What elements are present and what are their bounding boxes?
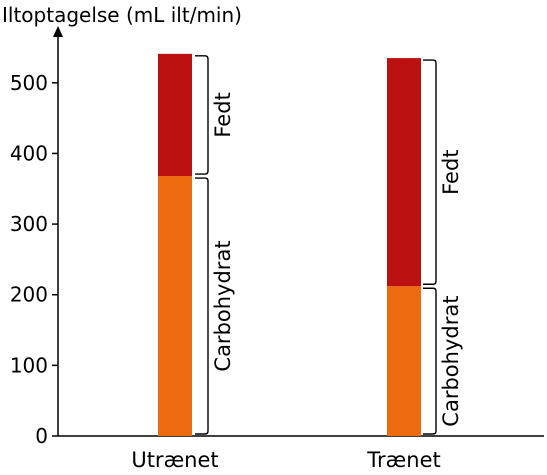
- y-tick-label: 100: [10, 353, 48, 377]
- segment-label-fedt: Fedt: [439, 149, 463, 194]
- brace-fedt: [423, 59, 437, 285]
- segment-braces: Carbohydrat Fedt Carbohydrat Fedt: [195, 55, 463, 435]
- brace-fedt: [195, 55, 209, 175]
- y-tick-label: 400: [10, 141, 48, 165]
- axes: [53, 26, 544, 437]
- bar-fedt: [158, 53, 192, 177]
- y-tick-label: 0: [35, 424, 48, 448]
- y-tick-label: 500: [10, 71, 48, 95]
- brace-carbohydrat: [423, 287, 437, 435]
- bars: [158, 53, 421, 436]
- y-axis-label: Iltoptagelse (mL ilt/min): [2, 3, 242, 27]
- y-tick-label: 300: [10, 212, 48, 236]
- brace-carbohydrat: [195, 177, 209, 435]
- segment-label-carbohydrat: Carbohydrat: [211, 240, 235, 371]
- y-axis-arrow: [53, 26, 63, 37]
- bar-carbohydrat: [158, 176, 192, 436]
- segment-label-carbohydrat: Carbohydrat: [439, 296, 463, 427]
- x-ticks: Utrænet Trænet: [131, 448, 440, 472]
- x-tick-label: Trænet: [366, 448, 440, 472]
- x-tick-label: Utrænet: [131, 448, 218, 472]
- bar-carbohydrat: [387, 286, 421, 436]
- segment-label-fedt: Fedt: [211, 92, 235, 137]
- bar-fedt: [387, 58, 421, 287]
- y-ticks: 0 100 200 300 400 500: [10, 71, 58, 448]
- y-tick-label: 200: [10, 283, 48, 307]
